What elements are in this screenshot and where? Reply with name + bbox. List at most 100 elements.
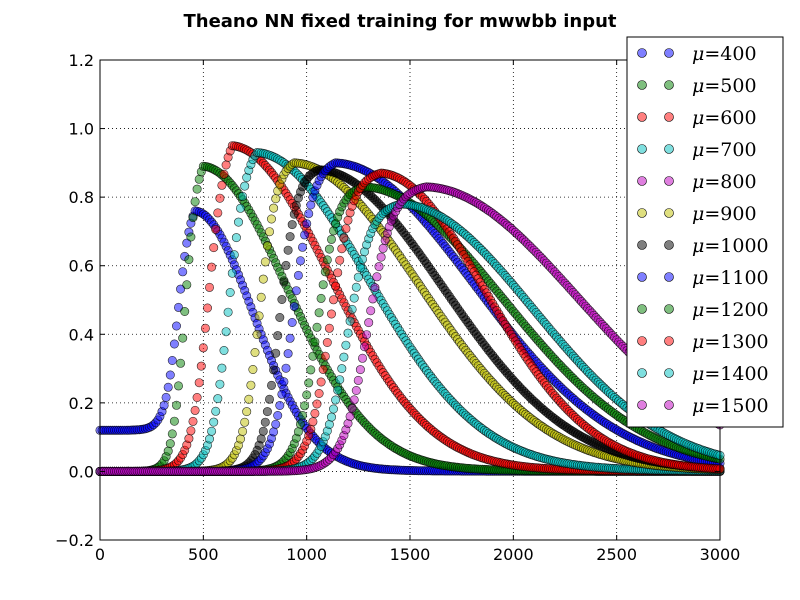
data-point [215, 193, 225, 203]
x-tick-label: 2000 [493, 545, 534, 564]
data-point [279, 377, 289, 387]
data-point [353, 272, 363, 282]
legend-label: μ=400 [692, 43, 757, 65]
data-point [213, 394, 223, 404]
legend-label: μ=1400 [692, 363, 769, 385]
x-tick-label: 500 [188, 545, 219, 564]
data-point [217, 180, 227, 190]
legend-marker [664, 48, 674, 58]
data-point [258, 426, 268, 436]
data-point [279, 277, 289, 287]
legend-marker [664, 400, 674, 410]
data-point [333, 268, 343, 278]
legend-item: μ=800 [637, 171, 757, 193]
data-point [169, 416, 179, 426]
data-point [273, 331, 283, 341]
legend-item: μ=1500 [637, 395, 769, 417]
data-point [172, 400, 182, 410]
y-tick-label: 0.4 [69, 325, 94, 344]
data-point [161, 392, 171, 402]
data-point [306, 424, 316, 434]
data-point [221, 160, 231, 170]
data-point [300, 401, 310, 411]
data-point [341, 340, 351, 350]
legend-marker [637, 48, 647, 58]
legend-label: μ=1100 [692, 267, 769, 289]
data-point [165, 370, 175, 380]
legend-label: μ=700 [692, 139, 757, 161]
data-point [271, 348, 281, 358]
data-point [244, 394, 254, 404]
data-point [203, 303, 213, 313]
legend-marker [664, 336, 674, 346]
legend-label: μ=900 [692, 203, 757, 225]
legend-label: μ=1500 [692, 395, 769, 417]
data-point [318, 364, 328, 374]
data-point [291, 286, 301, 296]
data-point [163, 382, 173, 392]
data-point [238, 426, 248, 436]
data-point [316, 293, 326, 303]
data-point [310, 408, 320, 418]
data-point [289, 209, 299, 219]
legend-marker [664, 240, 674, 250]
data-point [213, 208, 223, 218]
data-point [225, 287, 235, 297]
data-point [287, 317, 297, 327]
data-point [285, 333, 295, 343]
legend-marker [637, 208, 647, 218]
data-point [238, 191, 248, 201]
data-point [248, 364, 258, 374]
data-points [95, 141, 725, 476]
chart-title: Theano NN fixed training for mwwbb input [183, 11, 616, 32]
data-point [351, 282, 361, 292]
data-point [174, 302, 184, 312]
data-point [174, 381, 184, 391]
data-point [219, 345, 229, 355]
data-point [182, 280, 192, 290]
data-point [357, 353, 367, 363]
legend-label: μ=1000 [692, 235, 769, 257]
data-point [316, 377, 326, 387]
data-point [194, 174, 204, 184]
legend-label: μ=1200 [692, 299, 769, 321]
data-point [186, 232, 196, 242]
data-point [205, 282, 215, 292]
data-point [335, 375, 345, 385]
y-tick-label: 0.6 [69, 257, 94, 276]
data-point [188, 416, 198, 426]
data-point [324, 323, 334, 333]
legend-marker [637, 272, 647, 282]
data-point [165, 439, 175, 449]
data-point [291, 200, 301, 210]
data-point [378, 243, 388, 253]
legend-item: μ=500 [637, 75, 757, 97]
data-point [211, 224, 221, 234]
data-point [172, 321, 182, 331]
y-tick-label: 0.0 [69, 462, 94, 481]
data-point [287, 220, 297, 230]
legend-marker [664, 144, 674, 154]
data-point [295, 419, 305, 429]
data-point [275, 312, 285, 322]
data-point [328, 295, 338, 305]
data-point [277, 389, 287, 399]
data-point [192, 184, 202, 194]
data-point [234, 217, 244, 227]
legend-marker [664, 272, 674, 282]
data-point [349, 293, 359, 303]
data-point [269, 427, 279, 437]
data-point [231, 233, 241, 243]
data-point [322, 337, 332, 347]
data-point [304, 378, 314, 388]
data-point [308, 351, 318, 361]
data-point [285, 232, 295, 242]
data-point [264, 394, 274, 404]
data-point [281, 363, 291, 373]
data-point [335, 255, 345, 265]
data-point [169, 339, 179, 349]
data-point [341, 224, 351, 234]
data-point [372, 272, 382, 282]
x-tick-label: 0 [95, 545, 105, 564]
legend-marker [664, 304, 674, 314]
